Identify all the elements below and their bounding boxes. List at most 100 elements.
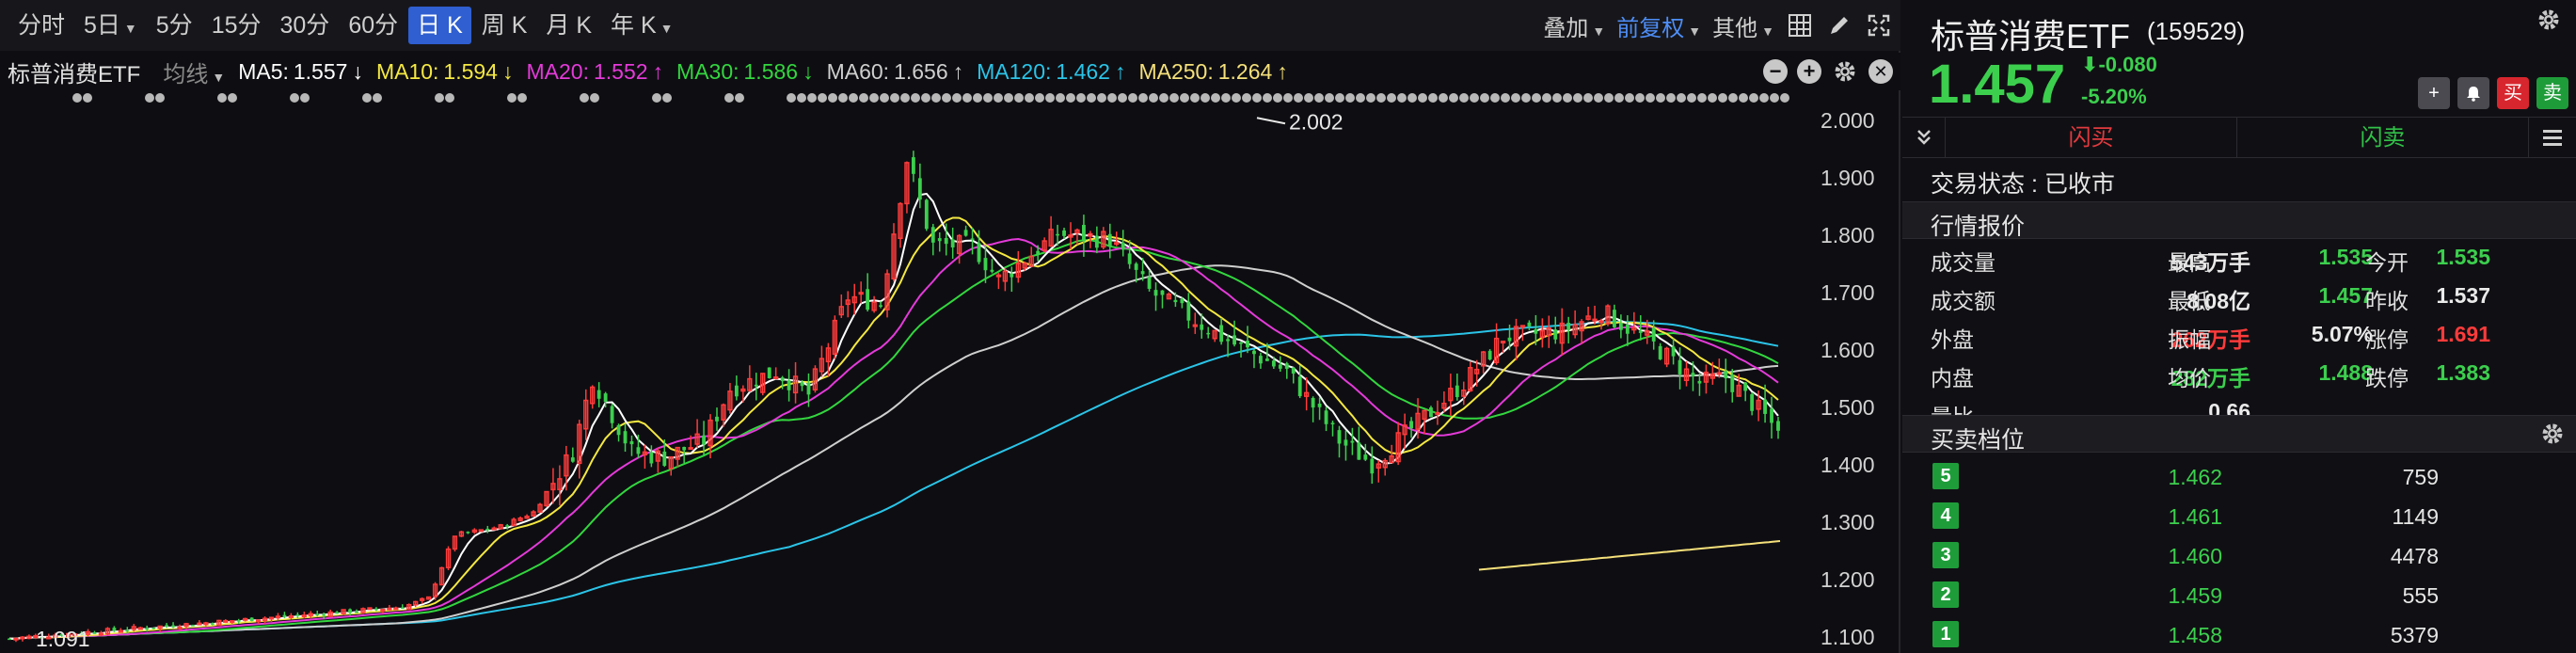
level-volume: 1149 <box>2392 504 2439 529</box>
candle-body <box>845 299 851 306</box>
order-level-row[interactable]: 3 1.460 4478 <box>1902 536 2576 574</box>
candle-body <box>911 157 915 174</box>
tab-period-6[interactable]: 日 K <box>408 7 471 44</box>
tab-period-label: 周 K <box>481 12 528 39</box>
event-marker <box>1542 93 1551 103</box>
buy-button[interactable]: 买 <box>2497 77 2529 109</box>
event-marker <box>1097 93 1106 103</box>
gear-icon[interactable] <box>1831 57 1859 86</box>
event-marker <box>1728 93 1738 103</box>
ma-item-5: MA120: 1.462 ↑ <box>977 59 1125 85</box>
fullscreen-icon[interactable] <box>1865 11 1893 40</box>
candle-body <box>1585 315 1591 321</box>
event-marker <box>1759 93 1769 103</box>
event-marker <box>1107 93 1117 103</box>
candle-body <box>1631 326 1637 331</box>
candlestick-chart[interactable]: 2.002 1.091 <box>0 90 1806 653</box>
event-marker <box>662 93 672 103</box>
candle-body <box>1493 337 1500 364</box>
candle-body <box>1304 391 1310 397</box>
candle-body <box>282 614 287 617</box>
candle-body <box>1724 371 1728 379</box>
candle-body <box>125 629 130 632</box>
event-marker <box>983 93 993 103</box>
candle-body <box>544 490 549 507</box>
overlay-button[interactable]: 叠加 ▼ <box>1543 9 1605 42</box>
tab-period-8[interactable]: 月 K <box>537 7 600 44</box>
draw-pen-icon[interactable] <box>1825 11 1853 40</box>
order-level-row[interactable]: 2 1.459 555 <box>1902 576 2576 613</box>
menu-icon[interactable] <box>2529 118 2576 157</box>
quote-panel: 标普消费ETF (159529) 1.457 ⬇-0.080 -5.20% + … <box>1902 0 2576 653</box>
level-price: 1.461 <box>2168 504 2222 529</box>
candle-body <box>812 368 819 391</box>
ma-label: MA120: <box>977 58 1052 84</box>
order-level-row[interactable]: 5 1.462 759 <box>1902 457 2576 495</box>
flash-sell-button[interactable]: 闪卖 <box>2237 118 2529 157</box>
candle-body <box>1200 324 1204 330</box>
event-marker <box>1118 93 1127 103</box>
sell-button[interactable]: 卖 <box>2536 77 2568 109</box>
bell-icon[interactable] <box>2457 77 2489 109</box>
event-marker <box>1066 93 1075 103</box>
zoom-out-icon[interactable]: − <box>1763 59 1788 84</box>
candle-body <box>616 424 621 436</box>
tab-period-1[interactable]: 5日 ▼ <box>75 7 146 44</box>
gear-icon[interactable] <box>2540 422 2565 453</box>
close-icon[interactable]: ✕ <box>1868 59 1893 84</box>
stock-header: 标普消费ETF (159529) <box>1902 0 2576 56</box>
other-button[interactable]: 其他 ▼ <box>1712 9 1774 42</box>
order-level-row[interactable]: 4 1.461 1149 <box>1902 497 2576 534</box>
zoom-in-icon[interactable]: + <box>1797 59 1821 84</box>
candle-body <box>1291 367 1296 374</box>
candle-body <box>1519 325 1526 328</box>
tab-period-5[interactable]: 60分 <box>340 7 406 44</box>
tab-period-0[interactable]: 分时 <box>9 7 73 44</box>
adjust-button[interactable]: 前复权 ▼ <box>1616 9 1701 42</box>
grid-layout-icon[interactable] <box>1786 11 1814 40</box>
candle-body <box>341 609 346 614</box>
line-type-selector[interactable]: 均线 ▼ <box>163 56 225 88</box>
chevron-down-icon: ▼ <box>1688 23 1702 39</box>
event-marker <box>1635 93 1645 103</box>
quote-row: 成交量 543万手 最高 1.535 今开 1.535 <box>1902 241 2576 275</box>
event-marker <box>1449 93 1458 103</box>
ma-arrow: ↓ <box>803 58 814 84</box>
collapse-icon[interactable] <box>1902 118 1946 157</box>
event-marker <box>828 93 837 103</box>
event-marker <box>1459 93 1469 103</box>
candle-body <box>1186 301 1191 321</box>
event-marker <box>1014 93 1024 103</box>
quote-label: 今开 <box>2365 250 2409 275</box>
candle-body <box>1114 242 1120 246</box>
event-marker <box>724 93 734 103</box>
candle-body <box>825 347 832 363</box>
quote-label: 内盘 <box>1931 366 1974 390</box>
candle-body <box>1618 323 1623 330</box>
tab-period-label: 30分 <box>279 12 330 39</box>
add-watchlist-button[interactable]: + <box>2418 77 2450 109</box>
tab-period-4[interactable]: 30分 <box>272 7 339 44</box>
order-level-row[interactable]: 1 1.458 5379 <box>1902 615 2576 653</box>
candle-body <box>1219 325 1224 342</box>
candle-body <box>452 535 458 550</box>
candle-body <box>1389 455 1394 464</box>
candle-body <box>708 419 713 447</box>
tab-period-3[interactable]: 15分 <box>203 7 270 44</box>
gear-icon[interactable] <box>2536 8 2561 37</box>
price-annotation: 1.091 <box>36 627 90 651</box>
candle-body <box>1010 273 1014 278</box>
tab-period-7[interactable]: 周 K <box>473 7 536 44</box>
tab-period-2[interactable]: 5分 <box>148 7 201 44</box>
flash-buy-button[interactable]: 闪买 <box>1946 118 2237 157</box>
candle-body <box>1566 323 1571 330</box>
candle-body <box>1160 290 1165 295</box>
event-marker <box>900 93 910 103</box>
candle-body <box>780 377 785 382</box>
candle-body <box>747 377 753 391</box>
candle-body <box>1770 408 1773 423</box>
candle-body <box>1101 231 1106 248</box>
candle-body <box>590 386 596 405</box>
tab-period-9[interactable]: 年 K ▼ <box>602 7 681 44</box>
ma-item-1: MA10: 1.594 ↓ <box>376 59 514 85</box>
